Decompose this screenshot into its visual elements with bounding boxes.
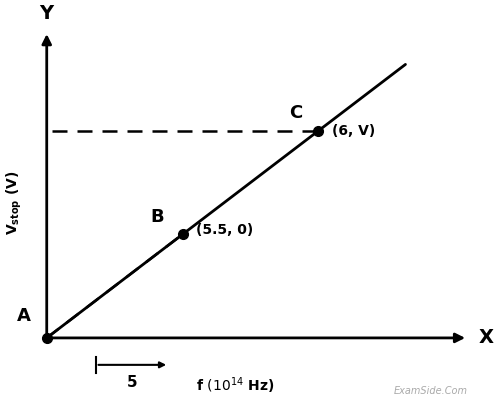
Text: 5: 5	[127, 375, 138, 390]
Text: (5.5, 0): (5.5, 0)	[196, 223, 254, 237]
Text: X: X	[479, 328, 494, 348]
Text: (6, V): (6, V)	[332, 124, 376, 138]
Text: $\mathbf{V_{stop}}$ (V): $\mathbf{V_{stop}}$ (V)	[4, 171, 24, 235]
Text: B: B	[150, 208, 164, 226]
Text: A: A	[16, 307, 30, 326]
Text: ExamSide.Com: ExamSide.Com	[394, 386, 468, 396]
Text: C: C	[289, 105, 302, 123]
Text: Y: Y	[40, 4, 54, 23]
Text: f $(10^{14}$ Hz): f $(10^{14}$ Hz)	[196, 375, 274, 396]
